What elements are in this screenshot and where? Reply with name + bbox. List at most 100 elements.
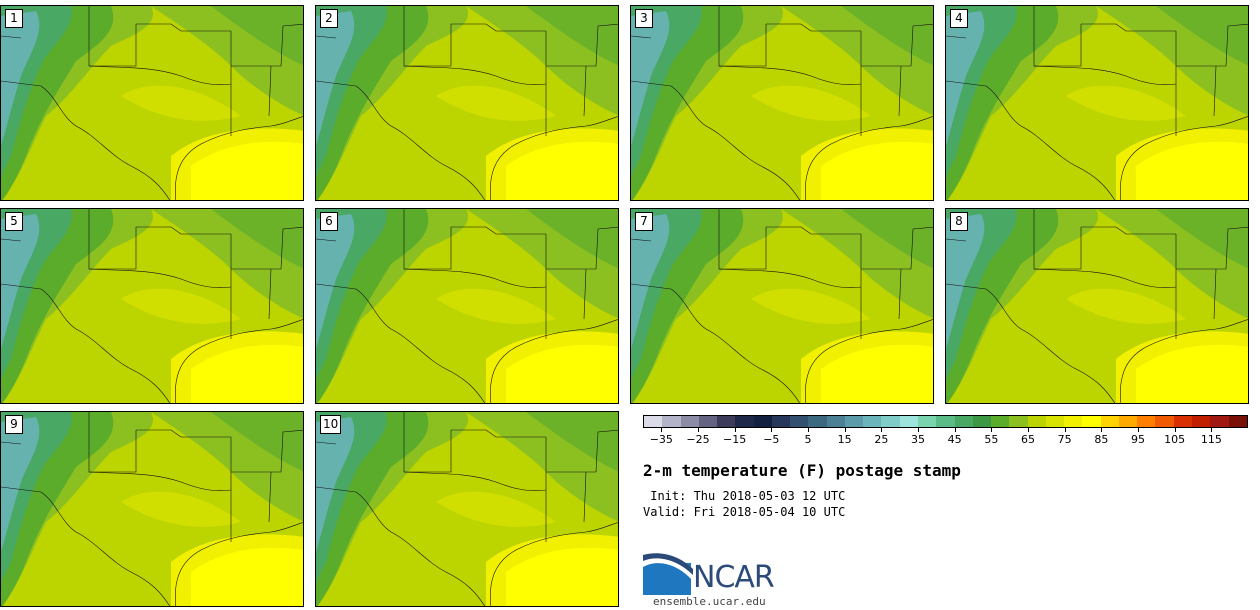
colorbar-swatch [863, 416, 882, 427]
colorbar-swatch [844, 416, 864, 427]
site-url[interactable]: ensemble.ucar.edu [653, 595, 766, 608]
member-label: 6 [320, 212, 338, 231]
member-panel-10[interactable]: 10 [315, 411, 619, 607]
member-label: 8 [950, 212, 968, 231]
colorbar-tick-label: 35 [911, 433, 925, 446]
colorbar-tick [1138, 428, 1139, 432]
colorbar-swatch [917, 416, 937, 427]
temperature-map [946, 209, 1248, 403]
temperature-map [946, 6, 1248, 200]
colorbar-swatch [1082, 416, 1101, 427]
colorbar-tick [771, 428, 773, 432]
plot-title: 2-m temperature (F) postage stamp [643, 461, 961, 480]
temperature-map [1, 6, 303, 200]
colorbar-swatch [644, 416, 663, 427]
colorbar-tick-label: 25 [874, 433, 889, 446]
colorbar-swatch [1173, 416, 1192, 427]
temperature-map [316, 209, 618, 403]
ncar-logo-icon [643, 553, 693, 595]
member-label: 2 [320, 9, 338, 28]
temperature-map [631, 6, 933, 200]
colorbar-swatch [954, 416, 973, 427]
colorbar-tick-label: 115 [1200, 433, 1222, 446]
colorbar-tick [954, 428, 956, 432]
member-panel-4[interactable]: 4 [945, 5, 1249, 201]
valid-time: Valid: Fri 2018-05-04 10 UTC [643, 505, 846, 519]
colorbar-swatch [1137, 416, 1156, 427]
colorbar-tick-label: 5 [804, 433, 812, 446]
colorbar-swatch [680, 416, 699, 427]
colorbar-swatch [771, 416, 791, 427]
colorbar-swatch [1191, 416, 1211, 427]
temperature-map [631, 209, 933, 403]
colorbar-swatch [881, 416, 900, 427]
ncar-logo-text: NCAR [693, 560, 775, 595]
colorbar-tick-label: 95 [1131, 433, 1145, 446]
member-panel-3[interactable]: 3 [630, 5, 934, 201]
colorbar-tick-label: −25 [686, 433, 710, 446]
colorbar-tick [808, 428, 809, 432]
temperature-map [316, 6, 618, 200]
colorbar-tick-label: 65 [1021, 433, 1035, 446]
colorbar-swatch [1210, 416, 1229, 427]
member-label: 9 [5, 415, 23, 434]
colorbar-tick [1101, 428, 1103, 432]
colorbar-tick-label: −5 [763, 433, 780, 446]
colorbar-swatch [826, 416, 845, 427]
member-panel-1[interactable]: 1 [0, 5, 304, 201]
colorbar-tick [734, 428, 736, 432]
member-panel-9[interactable]: 9 [0, 411, 304, 607]
colorbar-tick-label: 75 [1057, 433, 1072, 446]
temperature-colorbar [643, 415, 1248, 428]
colorbar-tick [698, 428, 699, 432]
member-panel-7[interactable]: 7 [630, 208, 934, 404]
colorbar-swatch [662, 416, 681, 427]
member-label: 4 [950, 9, 968, 28]
colorbar-swatch [1064, 416, 1083, 427]
temperature-map [1, 412, 303, 606]
colorbar-tick-label: 55 [984, 433, 999, 446]
colorbar-swatch [717, 416, 736, 427]
colorbar-tick [844, 428, 846, 432]
colorbar-swatch [991, 416, 1010, 427]
colorbar-swatch [808, 416, 827, 427]
colorbar-swatch [698, 416, 718, 427]
colorbar-swatch [1228, 416, 1247, 427]
colorbar-swatch [1009, 416, 1028, 427]
colorbar-swatch [1118, 416, 1138, 427]
colorbar-swatch [899, 416, 918, 427]
member-label: 1 [5, 9, 23, 28]
colorbar-tick [1028, 428, 1029, 432]
member-label: 3 [635, 9, 653, 28]
colorbar-swatch [1100, 416, 1119, 427]
member-label: 10 [320, 415, 342, 434]
colorbar-swatch [972, 416, 992, 427]
colorbar-tick [991, 428, 993, 432]
colorbar-swatch [753, 416, 772, 427]
colorbar-tick-label: −15 [723, 433, 747, 446]
colorbar-swatch [1027, 416, 1046, 427]
member-panel-6[interactable]: 6 [315, 208, 619, 404]
member-panel-8[interactable]: 8 [945, 208, 1249, 404]
colorbar-tick-label: 15 [837, 433, 852, 446]
member-label: 7 [635, 212, 653, 231]
colorbar-tick-label: 85 [1094, 433, 1109, 446]
member-panel-5[interactable]: 5 [0, 208, 304, 404]
member-panel-2[interactable]: 2 [315, 5, 619, 201]
colorbar-tick [1174, 428, 1176, 432]
colorbar-tick-label: −35 [649, 433, 673, 446]
colorbar-swatch [790, 416, 809, 427]
colorbar-tick [918, 428, 919, 432]
colorbar-tick [1211, 428, 1213, 432]
member-label: 5 [5, 212, 23, 231]
colorbar-swatch [1155, 416, 1174, 427]
colorbar-ticks: −35 −25 −15 −5 5 15 25 35 45 55 65 75 85 95 105 115 [643, 428, 1248, 450]
colorbar-tick [1064, 428, 1066, 432]
temperature-map [316, 412, 618, 606]
colorbar-tick [661, 428, 663, 432]
colorbar-tick [881, 428, 883, 432]
colorbar-swatch [936, 416, 955, 427]
ncar-logo[interactable]: NCAR [643, 553, 793, 597]
colorbar-tick-label: 45 [947, 433, 962, 446]
colorbar-swatch [1045, 416, 1065, 427]
